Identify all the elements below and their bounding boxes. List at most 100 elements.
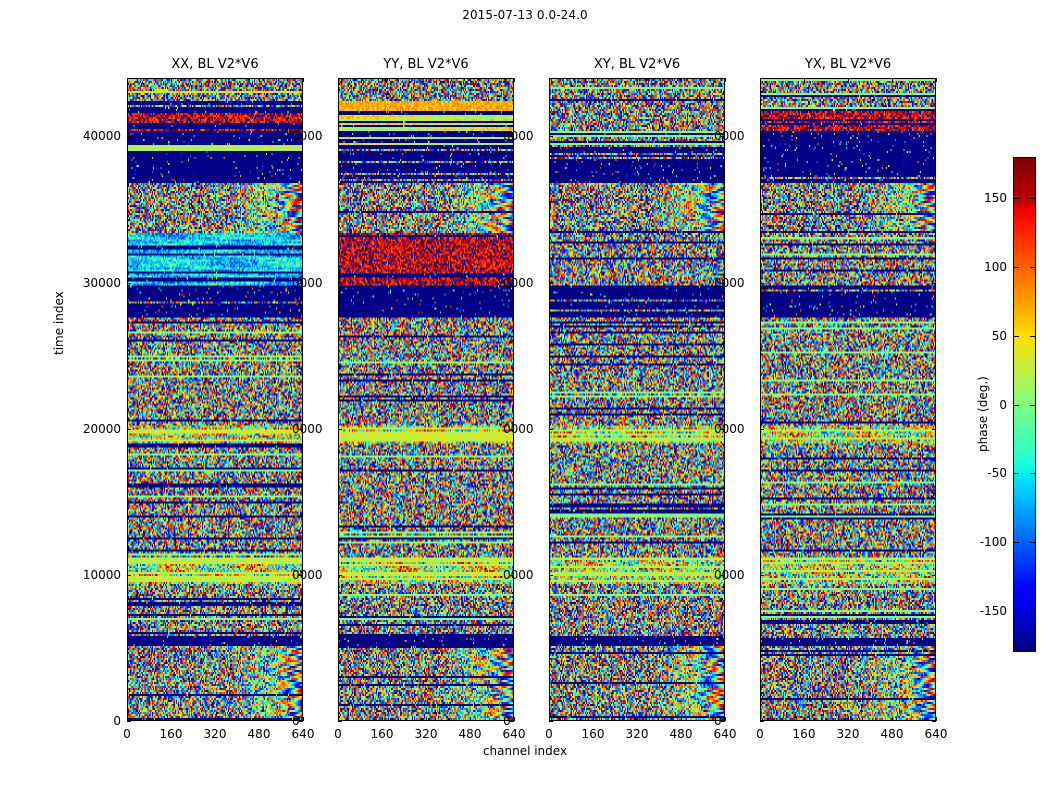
x-tick-label: 160 (370, 727, 394, 741)
x-tickmark (215, 78, 216, 82)
y-tickmark (338, 721, 342, 722)
x-tick-label: 160 (581, 727, 605, 741)
colorbar-tickmark (1014, 267, 1019, 268)
x-tick-label: 480 (880, 727, 904, 741)
y-tickmark (549, 574, 553, 576)
y-tick-label: 0 (113, 714, 121, 728)
x-tick-label: 0 (545, 727, 553, 741)
y-tickmark (299, 282, 303, 284)
y-tickmark (338, 136, 342, 138)
y-tickmark (127, 136, 131, 138)
y-tick-label: 0000 (503, 275, 534, 290)
colorbar-tickmark (1014, 198, 1019, 200)
x-tickmark (171, 717, 172, 721)
x-tickmark (338, 78, 339, 82)
heatmap-panel-xy[interactable] (549, 78, 725, 721)
x-tick-label: 640 (924, 727, 948, 741)
colorbar-tickmark (1030, 473, 1035, 475)
y-tickmark (549, 282, 553, 284)
x-tickmark (549, 717, 550, 721)
colorbar-tick-label: -150 (979, 603, 1007, 618)
y-tickmark (932, 136, 936, 138)
colorbar-label: phase (deg.) (976, 376, 990, 452)
colorbar-tickmark (1030, 404, 1035, 406)
colorbar-tickmark (1014, 404, 1019, 406)
y-tick-label: 0000 (292, 129, 323, 144)
y-tick-label: 0000 (292, 275, 323, 290)
y-tickmark (721, 282, 725, 284)
x-tickmark (171, 78, 172, 82)
x-tickmark (892, 717, 893, 721)
colorbar-tickmark (1014, 335, 1019, 337)
y-tickmark (932, 574, 936, 576)
panel-title-yy: YY, BL V2*V6 (383, 57, 469, 72)
heatmap-panel-yx[interactable] (760, 78, 936, 721)
x-tickmark (681, 717, 682, 721)
x-tickmark (593, 78, 594, 82)
y-tickmark (760, 721, 764, 722)
y-tickmark (549, 721, 553, 722)
y-tick-label: 20000 (82, 421, 121, 436)
x-tickmark (804, 78, 805, 82)
x-tickmark (127, 78, 128, 82)
x-tickmark (215, 717, 216, 721)
y-tick-label: 0000 (292, 421, 323, 436)
y-tickmark (510, 721, 514, 722)
x-tick-label: 320 (625, 727, 649, 741)
heatmap-panel-xx[interactable] (127, 78, 303, 721)
colorbar-tick-label: 100 (984, 260, 1007, 274)
colorbar[interactable] (1013, 157, 1036, 652)
y-tickmark (299, 574, 303, 576)
y-tick-label: 10000 (82, 567, 121, 582)
y-tickmark (932, 282, 936, 284)
colorbar-tickmark (1030, 198, 1035, 200)
y-tick-label: 40000 (82, 129, 121, 144)
x-tickmark (514, 717, 515, 721)
x-tickmark (681, 78, 682, 82)
x-tick-label: 320 (203, 727, 227, 741)
x-tick-label: 160 (792, 727, 816, 741)
colorbar-tick-label: -50 (987, 466, 1007, 481)
colorbar-tickmark (1030, 335, 1035, 337)
y-tickmark (932, 428, 936, 430)
y-tickmark (338, 282, 342, 284)
heatmap-panel-yy[interactable] (338, 78, 514, 721)
y-tickmark (510, 282, 514, 284)
y-tickmark (127, 428, 131, 430)
x-tickmark (338, 717, 339, 721)
colorbar-tick-label: 50 (991, 328, 1007, 343)
x-tick-label: 480 (458, 727, 482, 741)
colorbar-tick-label: 150 (984, 191, 1007, 206)
y-tickmark (299, 428, 303, 430)
x-tick-label: 480 (669, 727, 693, 741)
y-tick-label: 0000 (714, 421, 745, 436)
y-tick-label: 30000 (82, 275, 121, 290)
y-tickmark (299, 136, 303, 138)
y-tickmark (721, 721, 725, 722)
y-tickmark (127, 282, 131, 284)
y-tick-label: 0000 (714, 129, 745, 144)
colorbar-tick-label: -100 (979, 535, 1007, 549)
x-tickmark (382, 78, 383, 82)
y-tickmark (549, 428, 553, 430)
x-tickmark (637, 717, 638, 721)
y-tickmark (510, 136, 514, 138)
y-tickmark (549, 136, 553, 138)
x-tick-label: 640 (713, 727, 737, 741)
y-tickmark (510, 574, 514, 576)
colorbar-tickmark (1014, 610, 1019, 612)
x-tick-label: 0 (123, 727, 131, 741)
x-tickmark (426, 717, 427, 721)
y-axis-label: time index (52, 291, 66, 355)
y-tickmark (721, 428, 725, 430)
heatmap-image-yx (761, 79, 935, 720)
x-tickmark (127, 717, 128, 721)
y-tick-label: 0000 (292, 567, 323, 582)
x-tickmark (725, 717, 726, 721)
y-tickmark (299, 721, 303, 722)
x-tick-label: 640 (291, 727, 315, 741)
x-tickmark (848, 78, 849, 82)
y-tick-label: 0000 (503, 129, 534, 144)
y-tick-label: 0 (503, 714, 511, 728)
